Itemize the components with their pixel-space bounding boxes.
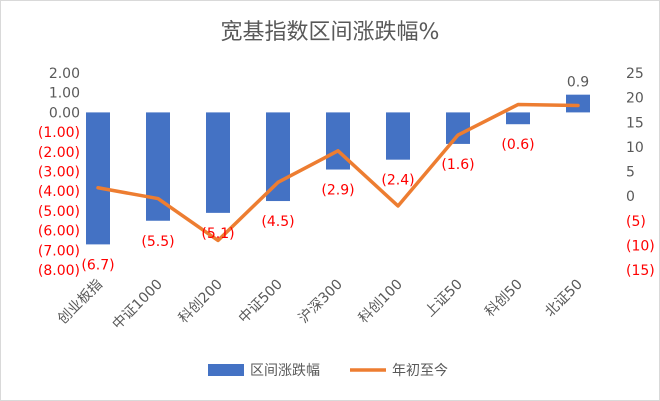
right-tick-label: 5 xyxy=(626,165,635,181)
data-label: (5.5) xyxy=(141,234,174,250)
category-label: 创业板指 xyxy=(55,277,106,328)
left-tick-label: 2.00 xyxy=(49,66,80,82)
bar-7 xyxy=(446,112,470,144)
chart-title: 宽基指数区间涨跌幅% xyxy=(220,20,440,45)
data-label: (4.5) xyxy=(261,214,294,230)
right-tick-label: (10) xyxy=(626,238,655,254)
right-tick-label: (5) xyxy=(626,214,646,230)
right-tick-label: (15) xyxy=(626,263,655,279)
bar-3 xyxy=(206,112,230,213)
bar-6 xyxy=(386,112,410,160)
right-tick-label: 25 xyxy=(626,66,644,82)
data-label: (1.6) xyxy=(441,157,474,173)
category-label: 北证50 xyxy=(542,277,586,321)
bar-1 xyxy=(86,112,110,245)
right-tick-label: 0 xyxy=(626,189,635,205)
right-tick-label: 15 xyxy=(626,115,644,131)
left-tick-label: (3.00) xyxy=(38,165,80,181)
category-label: 中证500 xyxy=(236,277,286,327)
legend-line-label: 年初至今 xyxy=(392,362,448,379)
data-label: (0.6) xyxy=(501,137,534,153)
data-label: (6.7) xyxy=(81,257,114,273)
left-tick-label: (6.00) xyxy=(38,224,80,240)
data-label: (2.9) xyxy=(321,183,354,199)
bar-4 xyxy=(266,112,290,202)
left-tick-label: (1.00) xyxy=(38,125,80,141)
bar-8 xyxy=(506,112,530,125)
left-tick-label: (4.00) xyxy=(38,184,80,200)
line-series-ytd xyxy=(96,102,580,243)
bar-5 xyxy=(326,112,350,170)
category-label: 科创50 xyxy=(482,277,526,321)
left-tick-label: 0.00 xyxy=(49,105,80,121)
category-label: 沪深300 xyxy=(296,277,346,327)
data-label: 0.9 xyxy=(567,75,589,91)
left-tick-label: (2.00) xyxy=(38,145,80,161)
right-tick-label: 20 xyxy=(626,91,644,107)
category-label: 上证50 xyxy=(422,277,466,321)
right-tick-label: 10 xyxy=(626,140,644,156)
category-label: 科创200 xyxy=(176,277,226,327)
bar-9 xyxy=(566,94,590,113)
data-label: (5.1) xyxy=(201,226,234,242)
left-tick-label: 1.00 xyxy=(49,86,80,102)
data-label: (2.4) xyxy=(381,173,414,189)
legend-bar-swatch xyxy=(208,364,244,376)
left-tick-label: (5.00) xyxy=(38,204,80,220)
category-label: 中证1000 xyxy=(110,277,166,333)
category-label: 科创100 xyxy=(356,277,406,327)
left-tick-label: (7.00) xyxy=(38,243,80,259)
left-tick-label: (8.00) xyxy=(38,263,80,279)
legend-bar-label: 区间涨跌幅 xyxy=(250,363,320,379)
